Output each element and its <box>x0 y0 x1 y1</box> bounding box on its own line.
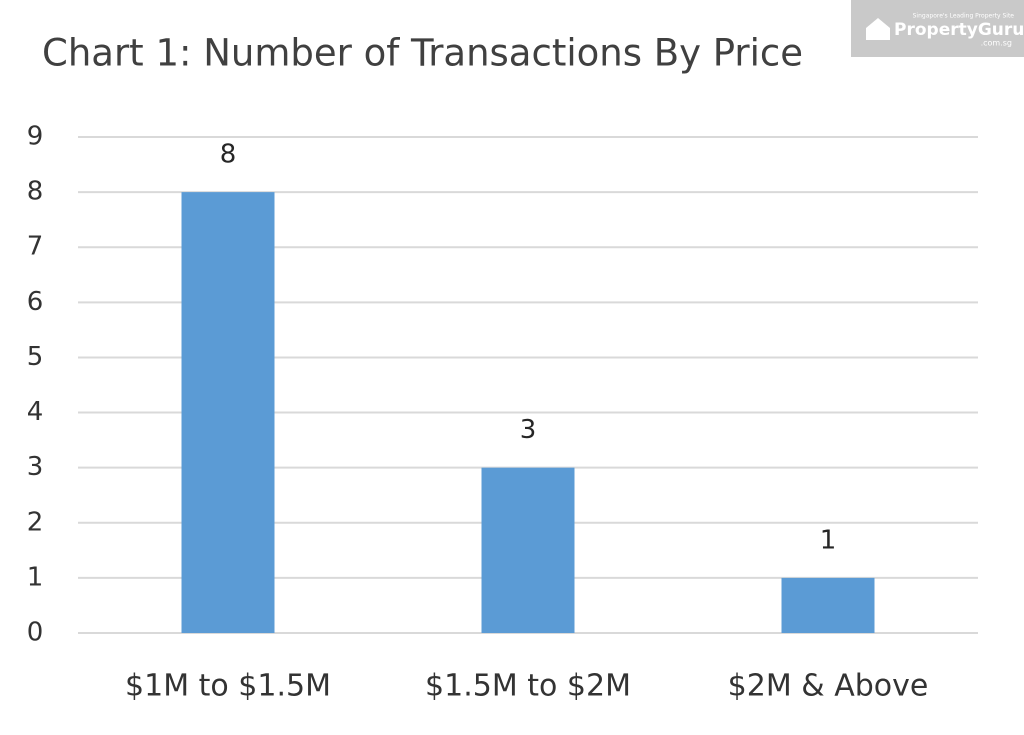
watermark-brand: PropertyGuru <box>894 20 1024 40</box>
watermark-domain: .com.sg <box>981 39 1012 48</box>
watermark: Singapore's Leading Property Site Proper… <box>851 0 1024 57</box>
chart-title: Chart 1: Number of Transactions By Price <box>42 32 803 75</box>
y-tick-label: 5 <box>27 342 44 372</box>
y-tick-label: 3 <box>27 452 44 482</box>
y-tick-label: 6 <box>27 287 44 317</box>
y-tick-label: 0 <box>27 618 44 648</box>
bar <box>481 467 575 633</box>
watermark-logo <box>866 18 890 40</box>
y-tick-label: 1 <box>27 562 44 592</box>
bar <box>181 192 275 633</box>
x-tick-label: $1.5M to $2M <box>425 669 631 704</box>
data-label: 3 <box>520 415 537 445</box>
y-tick-label: 2 <box>27 507 44 537</box>
y-tick-label: 4 <box>27 397 44 427</box>
data-label: 8 <box>220 140 237 170</box>
x-tick-label: $2M & Above <box>728 669 929 704</box>
y-tick-label: 7 <box>27 232 44 262</box>
y-tick-label: 8 <box>27 177 44 207</box>
x-tick-label: $1M to $1.5M <box>125 669 331 704</box>
bar <box>781 577 875 633</box>
watermark-tagline: Singapore's Leading Property Site <box>913 13 1015 20</box>
data-label: 1 <box>820 525 837 555</box>
y-tick-label: 9 <box>27 122 44 152</box>
